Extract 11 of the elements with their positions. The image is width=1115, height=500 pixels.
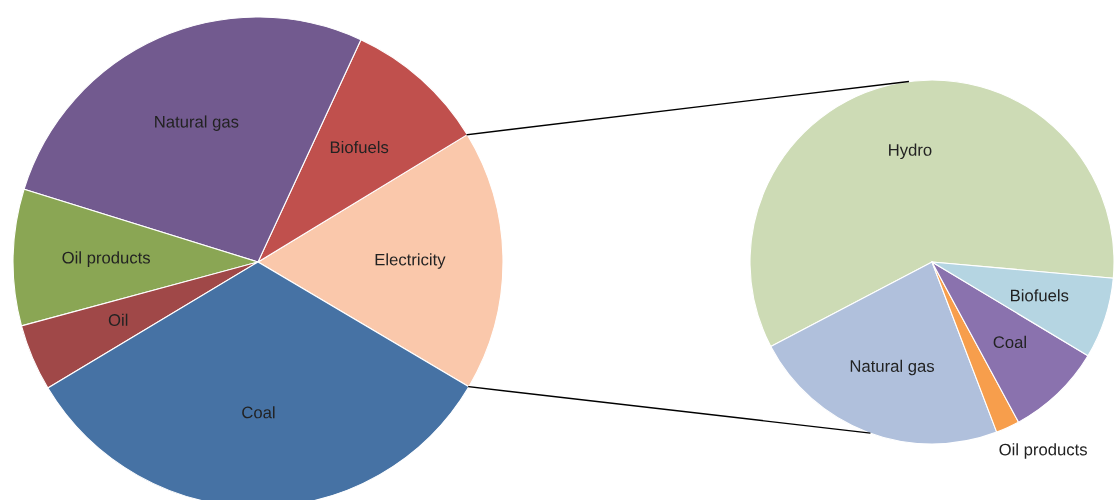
slice-label: Hydro (889, 143, 932, 160)
slice-label: Oil products (999, 443, 1087, 459)
slice-label: Coal (242, 406, 275, 419)
slice-label: Natural gas (155, 115, 239, 131)
slice-label: Natural gas (850, 359, 935, 376)
slice-label: Biofuels (1011, 289, 1069, 302)
slice-label: Oil products (62, 251, 150, 267)
slice-label: Biofuels (330, 140, 389, 154)
slice-label: Coal (993, 335, 1026, 349)
slice-label: Electricity (375, 253, 446, 269)
slice-label: Oil (108, 313, 128, 326)
